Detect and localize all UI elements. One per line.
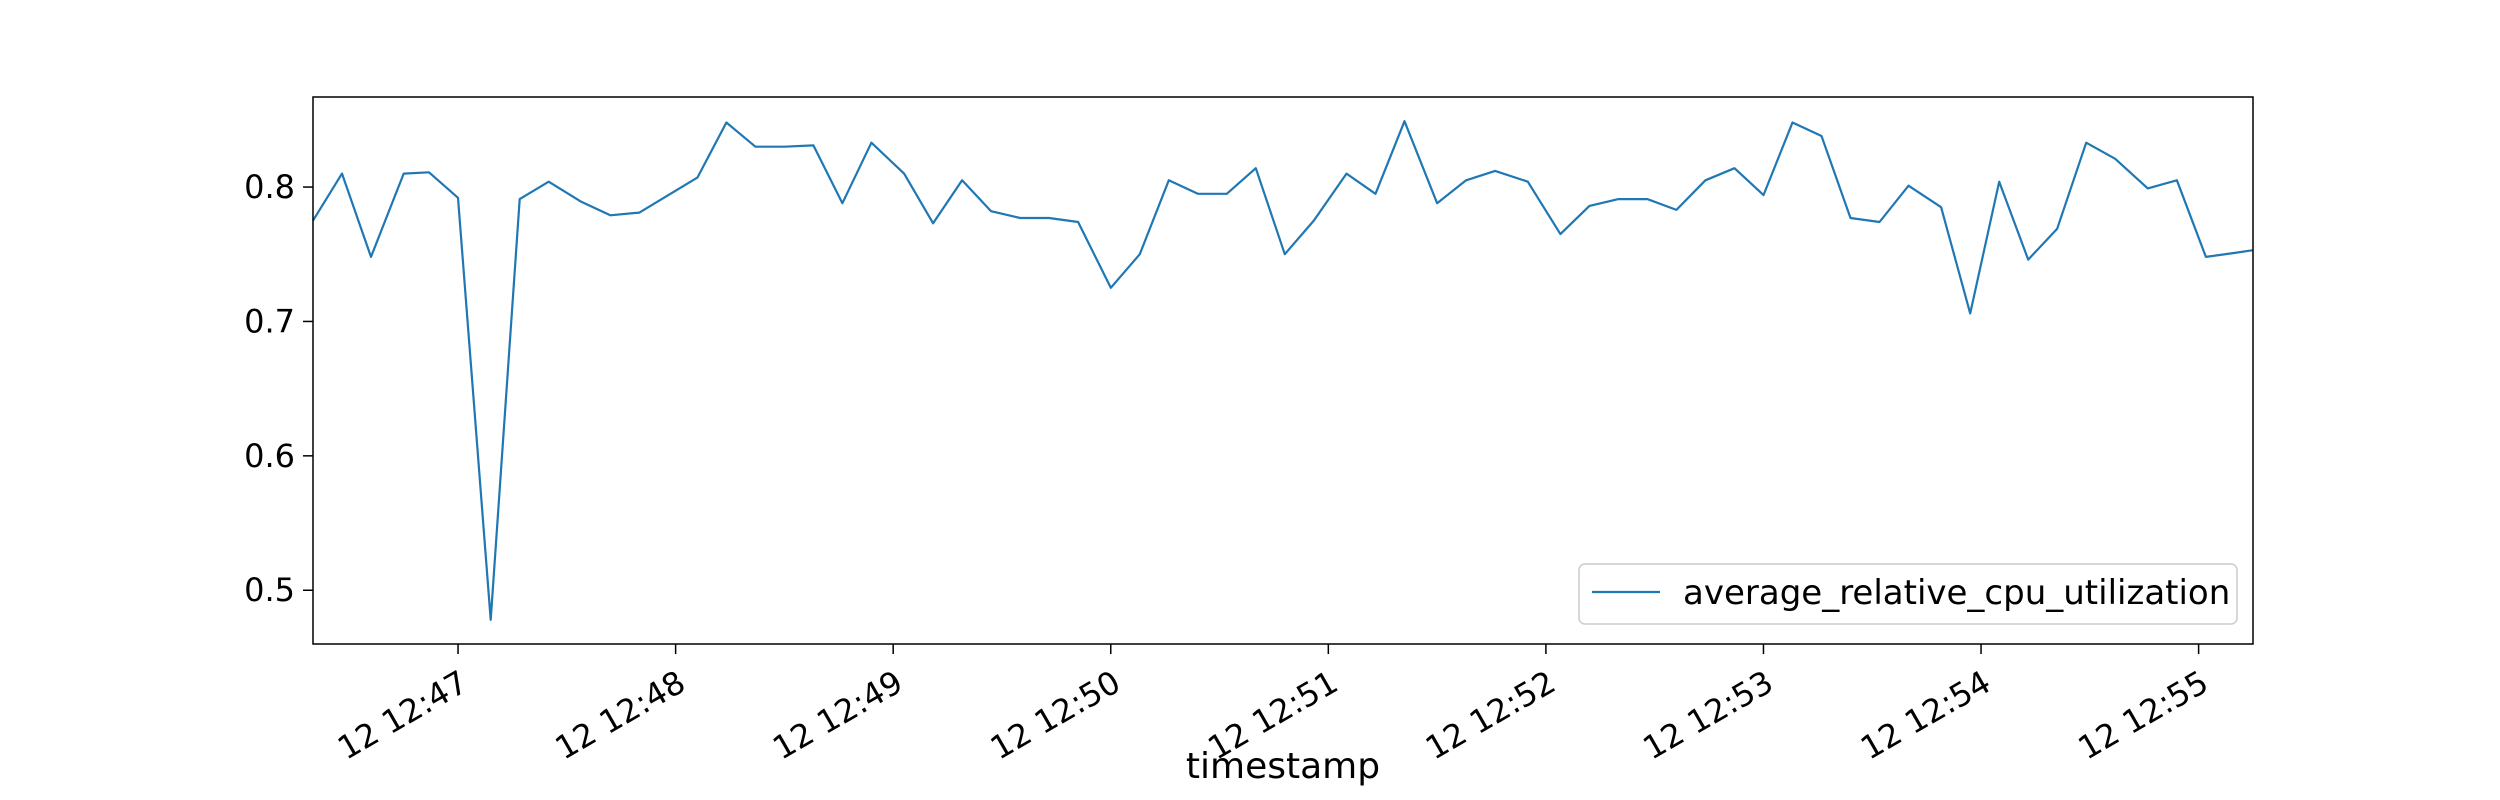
y-axis: 0.5 0.6 0.7 0.8 [244,168,313,609]
x-tick-label: 12 12:55 [2072,663,2215,767]
series-layer [312,120,2254,621]
legend-entry-label: average_relative_cpu_utilization [1683,573,2230,613]
plot-area [313,97,2253,644]
x-tick-label: 12 12:47 [331,663,474,767]
plot-frame [312,96,2254,645]
y-tick-label: 0.5 [244,571,295,609]
legend: average_relative_cpu_utilization [1578,563,2238,625]
x-tick-label: 12 12:53 [1637,663,1780,767]
y-tick-label: 0.7 [244,302,295,340]
legend-box [1578,563,2238,625]
series-line [312,120,2254,621]
y-tick-label: 0.6 [244,437,295,475]
x-tick-label: 12 12:50 [984,663,1127,767]
x-tick-label: 12 12:52 [1419,663,1562,767]
x-tick-label: 12 12:48 [549,663,692,767]
x-tick-label: 12 12:54 [1854,663,1997,767]
x-tick-label: 12 12:49 [766,663,909,767]
y-tick-label: 0.8 [244,168,295,206]
x-axis-label: timestamp [1186,746,1380,787]
